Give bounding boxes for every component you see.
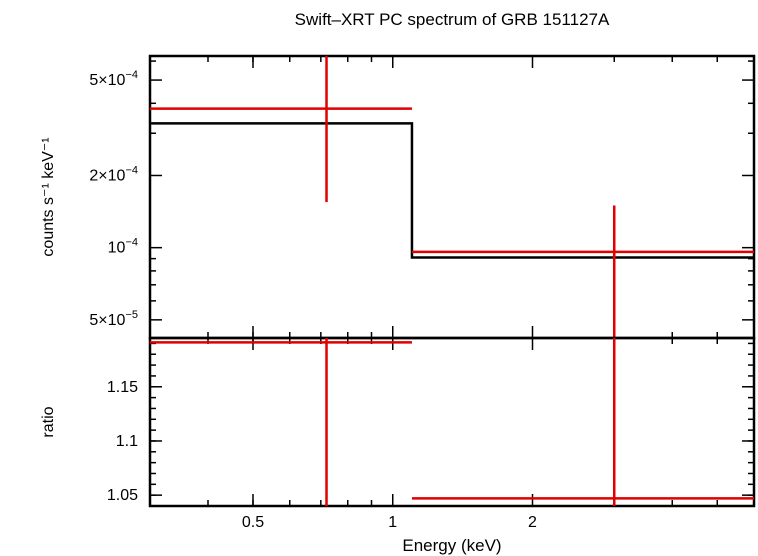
- ratio-y-tick-label: 1.1: [116, 433, 138, 450]
- ratio-tick-group: [149, 338, 754, 506]
- spectrum-y-tick-label: 2×10−4: [89, 164, 138, 184]
- x-tick-label: 2: [528, 514, 537, 531]
- ratio-data-group: [150, 338, 754, 506]
- ratio-panel: 1.15 1.1 1.05 ratio: [40, 336, 756, 508]
- ratio-y-tick-label: 1.15: [107, 379, 138, 396]
- spectrum-tick-group: [149, 56, 754, 338]
- spectrum-data-group: [150, 56, 754, 346]
- x-axis-label: Energy (keV): [402, 536, 501, 555]
- spectrum-y-axis-label: counts s⁻¹ keV⁻¹: [40, 137, 57, 256]
- spectrum-y-tick-label: 5×10−5: [89, 309, 138, 329]
- ratio-y-axis-label: ratio: [40, 406, 57, 437]
- spectrum-y-tick-label: 5×10−4: [89, 69, 138, 89]
- spectrum-model-line: [150, 122, 754, 259]
- ratio-y-tick-labels: 1.15 1.1 1.05: [107, 379, 138, 504]
- x-tick-label: 1: [388, 514, 397, 531]
- ratio-panel-frame: [148, 336, 756, 508]
- x-tick-labels: 0.5 1 2: [242, 514, 537, 531]
- spectrum-model-group: [150, 122, 754, 259]
- spectrum-panel: 5×10−4 2×10−4 10−4 5×10−5 counts s⁻¹ keV⁻¹: [40, 54, 756, 346]
- x-tick-label: 0.5: [242, 514, 264, 531]
- spectrum-panel-frame: [148, 54, 756, 340]
- ratio-y-tick-label: 1.05: [107, 487, 138, 504]
- spectrum-y-tick-labels: 5×10−4 2×10−4 10−4 5×10−5: [89, 69, 138, 329]
- spectrum-y-tick-label: 10−4: [108, 237, 138, 257]
- chart-title: Swift–XRT PC spectrum of GRB 151127A: [295, 10, 610, 29]
